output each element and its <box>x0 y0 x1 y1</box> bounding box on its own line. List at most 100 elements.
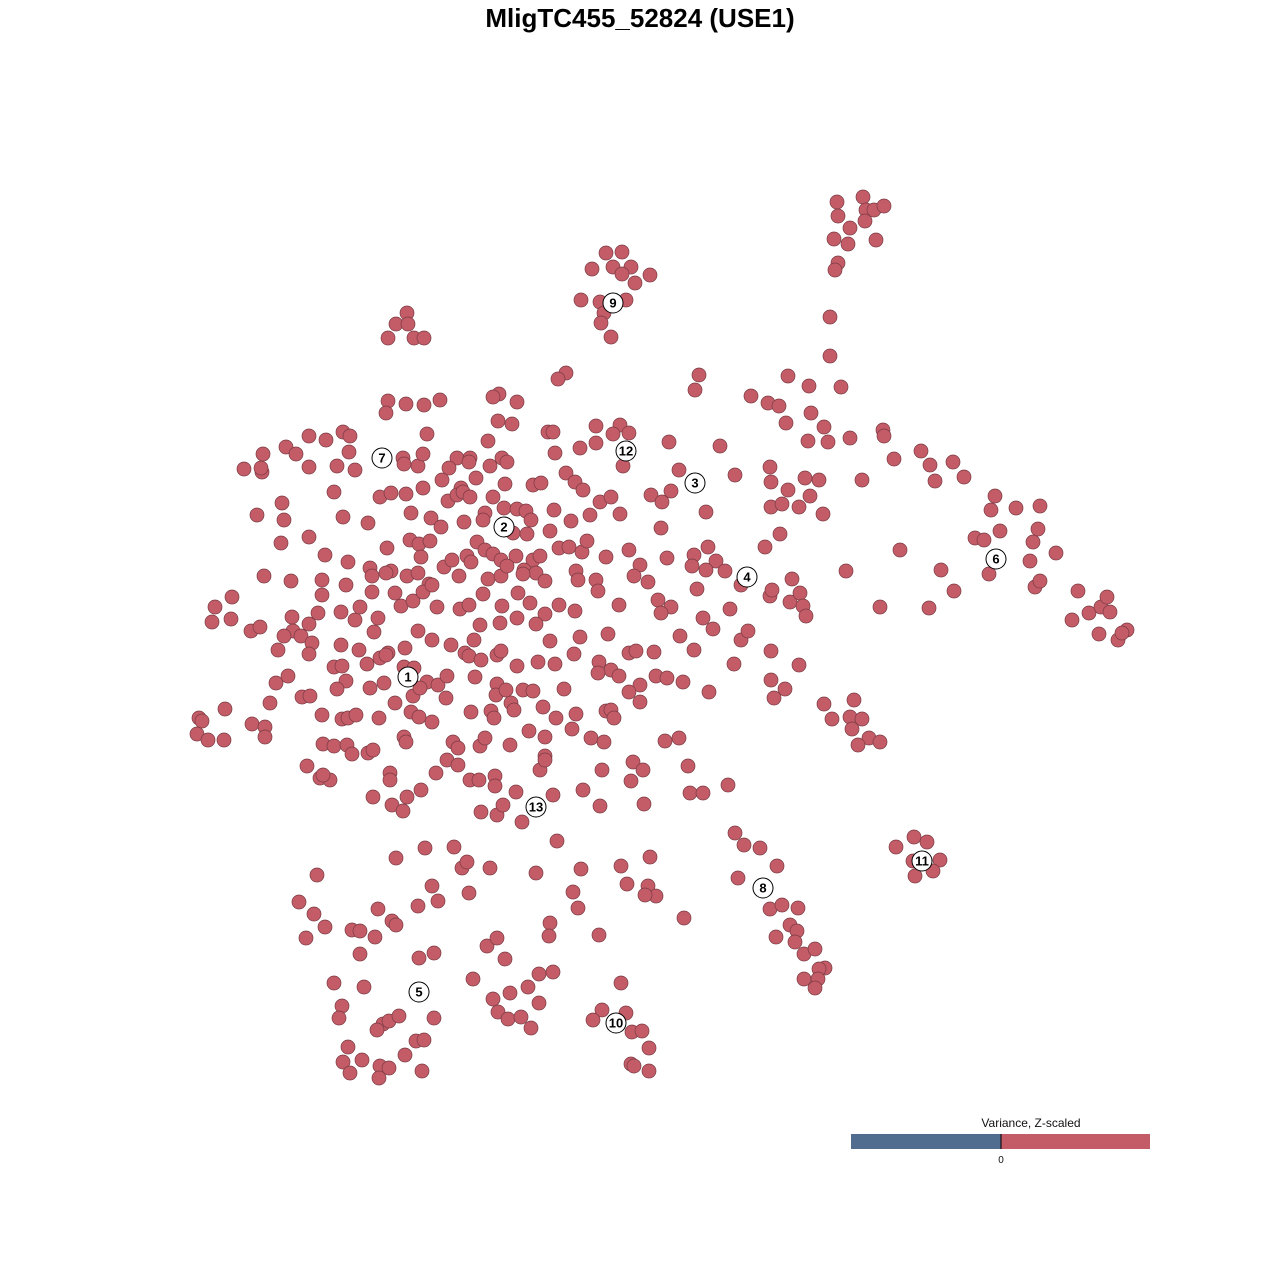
data-point <box>933 562 949 578</box>
data-point <box>585 1012 601 1028</box>
data-point <box>675 674 691 690</box>
data-point <box>757 539 773 555</box>
data-point <box>566 646 582 662</box>
data-point <box>798 608 814 624</box>
data-point <box>605 426 621 442</box>
data-point <box>603 489 619 505</box>
data-point <box>255 446 271 462</box>
data-point <box>463 554 479 570</box>
data-point <box>299 758 315 774</box>
cluster-label-text: 9 <box>609 296 616 311</box>
data-point <box>987 488 1003 504</box>
data-point <box>301 616 317 632</box>
data-point <box>364 584 380 600</box>
data-point <box>807 980 823 996</box>
data-point <box>298 930 314 946</box>
data-point <box>807 941 823 957</box>
data-point <box>913 443 929 459</box>
data-point <box>695 610 711 626</box>
data-point <box>438 690 454 706</box>
data-point <box>387 585 403 601</box>
data-point <box>498 682 514 698</box>
data-point <box>687 382 703 398</box>
data-point <box>433 519 449 535</box>
data-point <box>689 581 705 597</box>
data-point <box>762 459 778 475</box>
data-point <box>717 563 733 579</box>
data-point <box>430 893 446 909</box>
data-point <box>318 432 334 448</box>
data-point <box>613 858 629 874</box>
data-point <box>643 487 659 503</box>
data-point <box>525 683 541 699</box>
data-point <box>712 438 728 454</box>
data-point <box>919 834 935 850</box>
data-point <box>424 577 440 593</box>
data-point <box>419 426 435 442</box>
data-point <box>472 617 488 633</box>
data-point <box>545 787 561 803</box>
data-point <box>335 509 351 525</box>
data-point <box>827 262 843 278</box>
data-point <box>473 652 489 668</box>
data-point <box>514 814 530 830</box>
data-point <box>378 405 394 421</box>
data-point <box>1114 625 1130 641</box>
cluster-label-13: 13 <box>525 796 547 818</box>
data-point <box>857 213 873 229</box>
cluster-label-badge <box>985 548 1007 570</box>
data-point <box>840 236 856 252</box>
data-point <box>570 572 586 588</box>
data-point <box>354 1052 370 1068</box>
data-point <box>497 476 513 492</box>
data-point <box>632 677 648 693</box>
data-point <box>331 1010 347 1026</box>
data-point <box>573 861 589 877</box>
data-point <box>494 598 510 614</box>
data-point <box>698 562 714 578</box>
data-point <box>780 482 796 498</box>
data-point <box>686 642 702 658</box>
data-point <box>771 398 787 414</box>
data-point <box>502 737 518 753</box>
data-point <box>700 539 716 555</box>
data-point <box>592 798 608 814</box>
data-point <box>352 599 368 615</box>
data-point <box>720 777 736 793</box>
data-point <box>410 565 426 581</box>
data-point <box>802 488 818 504</box>
data-point <box>612 506 628 522</box>
data-point <box>396 456 412 472</box>
data-point <box>663 483 679 499</box>
data-point <box>492 615 508 631</box>
data-point <box>830 208 846 224</box>
data-point <box>1022 553 1038 569</box>
data-point <box>413 549 429 565</box>
cluster-label-12: 12 <box>615 440 637 462</box>
data-point <box>334 658 350 674</box>
data-point <box>391 1008 407 1024</box>
cluster-label-text: 8 <box>759 881 766 896</box>
data-point <box>833 379 849 395</box>
data-point <box>537 729 553 745</box>
data-point <box>1064 612 1080 628</box>
data-point <box>777 681 793 697</box>
data-point <box>515 566 531 582</box>
data-point <box>424 878 440 894</box>
cluster-label-text: 13 <box>529 800 543 815</box>
data-point <box>416 397 432 413</box>
data-point <box>479 938 495 954</box>
data-point <box>362 680 378 696</box>
data-point <box>381 1060 397 1076</box>
data-point <box>441 460 457 476</box>
data-point <box>787 934 803 950</box>
data-point <box>640 574 656 590</box>
data-point <box>1032 573 1048 589</box>
cluster-label-text: 5 <box>415 985 422 1000</box>
cluster-label-7: 7 <box>371 447 393 469</box>
data-point <box>820 434 836 450</box>
data-point <box>411 709 427 725</box>
data-point <box>573 292 589 308</box>
data-point <box>490 1004 506 1020</box>
